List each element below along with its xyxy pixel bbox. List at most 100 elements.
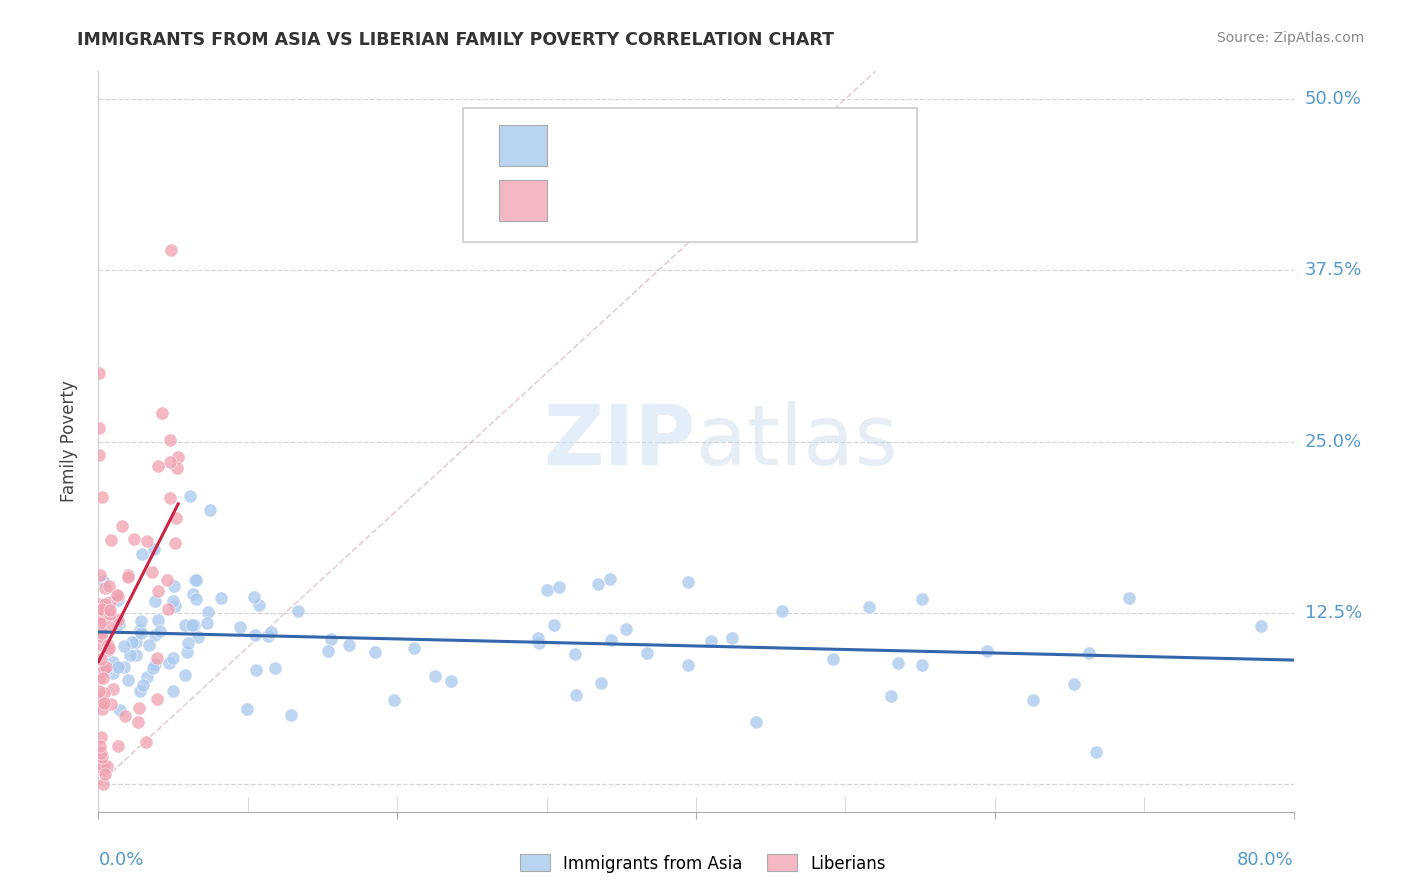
Point bbox=[93, 662, 115, 676]
Point bbox=[118, 648, 141, 663]
Point bbox=[90, 694, 112, 708]
Point bbox=[183, 587, 205, 601]
Point bbox=[547, 580, 569, 594]
Point bbox=[316, 644, 339, 658]
Point bbox=[536, 583, 558, 598]
Text: 0.0%: 0.0% bbox=[98, 851, 143, 869]
Point bbox=[245, 628, 267, 642]
Text: ZIP: ZIP bbox=[544, 401, 696, 482]
Point bbox=[146, 584, 169, 599]
Point bbox=[242, 591, 264, 605]
Point bbox=[93, 581, 115, 595]
Point bbox=[124, 648, 146, 662]
Point bbox=[89, 611, 111, 625]
Point bbox=[821, 652, 844, 666]
Point bbox=[101, 665, 124, 680]
Point bbox=[614, 622, 637, 636]
Point bbox=[280, 707, 302, 722]
Point bbox=[156, 602, 179, 616]
Point bbox=[911, 658, 934, 673]
Point bbox=[565, 688, 588, 702]
Text: 37.5%: 37.5% bbox=[1305, 261, 1362, 279]
Point bbox=[90, 602, 112, 616]
Point bbox=[146, 691, 169, 706]
Point bbox=[94, 664, 117, 678]
Point bbox=[90, 731, 112, 745]
Point bbox=[159, 455, 181, 469]
Point bbox=[146, 650, 169, 665]
Point bbox=[1021, 693, 1043, 707]
Point bbox=[96, 759, 118, 773]
Point bbox=[235, 702, 257, 716]
Point bbox=[143, 541, 166, 556]
Point bbox=[107, 593, 129, 607]
Point bbox=[98, 595, 121, 609]
Point bbox=[184, 592, 207, 607]
Point bbox=[150, 406, 173, 420]
Point bbox=[127, 714, 149, 729]
Point bbox=[1118, 591, 1140, 606]
Point bbox=[162, 594, 184, 608]
Point bbox=[163, 536, 186, 550]
Point bbox=[599, 572, 621, 586]
Point bbox=[87, 448, 110, 462]
Point bbox=[129, 614, 152, 628]
Point bbox=[259, 625, 281, 640]
Text: R = 0.449   N =  78: R = 0.449 N = 78 bbox=[565, 191, 748, 210]
Point bbox=[143, 657, 166, 672]
Point bbox=[131, 547, 153, 561]
Point bbox=[177, 635, 200, 649]
Point bbox=[93, 696, 115, 710]
Point bbox=[122, 532, 145, 546]
Point bbox=[440, 673, 463, 688]
Point bbox=[720, 631, 742, 645]
FancyBboxPatch shape bbox=[463, 109, 917, 242]
Point bbox=[187, 631, 209, 645]
Point bbox=[94, 660, 117, 674]
Point bbox=[423, 668, 446, 682]
Point bbox=[337, 638, 360, 652]
Point bbox=[128, 684, 150, 698]
Point bbox=[117, 570, 139, 584]
Point bbox=[90, 490, 112, 504]
Point bbox=[976, 644, 998, 658]
Point bbox=[149, 624, 172, 638]
Text: IMMIGRANTS FROM ASIA VS LIBERIAN FAMILY POVERTY CORRELATION CHART: IMMIGRANTS FROM ASIA VS LIBERIAN FAMILY … bbox=[77, 31, 834, 49]
Point bbox=[114, 708, 136, 723]
Point bbox=[108, 703, 131, 717]
Point bbox=[87, 597, 110, 611]
Text: 80.0%: 80.0% bbox=[1237, 851, 1294, 869]
Point bbox=[91, 613, 114, 627]
Point bbox=[89, 629, 111, 643]
Point bbox=[141, 565, 163, 579]
Point bbox=[91, 574, 114, 589]
Point bbox=[911, 591, 934, 606]
Text: atlas: atlas bbox=[696, 401, 897, 482]
Point bbox=[174, 618, 197, 632]
Point bbox=[91, 762, 114, 776]
Point bbox=[256, 629, 278, 643]
Point bbox=[136, 670, 159, 684]
Bar bbox=[499, 180, 547, 221]
Point bbox=[128, 624, 150, 638]
Point bbox=[586, 577, 609, 591]
Point bbox=[770, 604, 793, 618]
Point bbox=[745, 714, 768, 729]
Point bbox=[564, 647, 586, 661]
Point bbox=[245, 663, 267, 677]
Point bbox=[699, 634, 721, 648]
Point bbox=[1250, 619, 1272, 633]
Point bbox=[197, 605, 219, 619]
Point bbox=[600, 632, 623, 647]
Point bbox=[183, 573, 205, 587]
Point bbox=[105, 589, 128, 603]
Point bbox=[117, 673, 139, 687]
Point bbox=[319, 632, 342, 646]
Point bbox=[107, 613, 129, 627]
Point bbox=[676, 658, 699, 673]
Point bbox=[112, 639, 135, 653]
Point bbox=[100, 533, 122, 548]
Point bbox=[162, 651, 184, 665]
Point bbox=[287, 603, 309, 617]
Point bbox=[364, 645, 387, 659]
